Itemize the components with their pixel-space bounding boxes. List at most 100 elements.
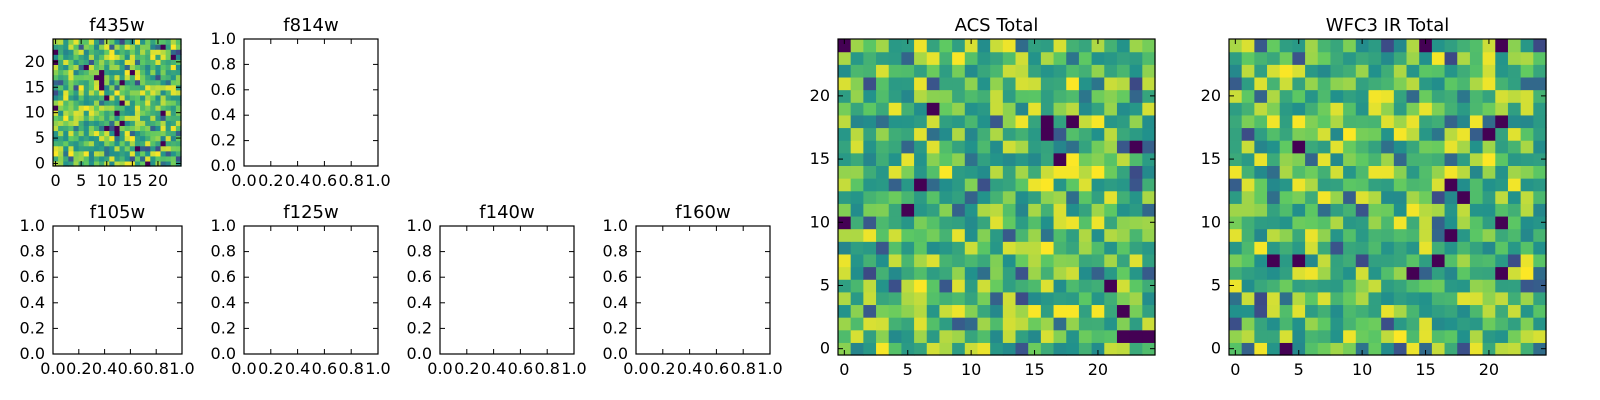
f435w-cell [73, 150, 80, 157]
f435w-cell [119, 89, 126, 96]
f435w-cell [170, 135, 177, 142]
wfc3-ir-total-cell [1343, 329, 1357, 343]
f435w-cell [175, 39, 182, 45]
acs-total-cell [901, 215, 915, 230]
f125w-x-tick-label: 0.6 [312, 359, 337, 378]
wfc3-ir-total-cell [1330, 178, 1344, 192]
f435w-cell [140, 120, 146, 126]
f435w-cell [170, 64, 177, 71]
acs-total-cell [926, 190, 941, 204]
f435w-cell [63, 39, 69, 45]
acs-total-cell [850, 228, 864, 242]
wfc3-ir-total-cell [1229, 127, 1243, 141]
acs-total-cell [850, 102, 864, 116]
acs-total-cell [1116, 89, 1131, 103]
f435w-cell [124, 59, 131, 65]
acs-total-cell [914, 64, 928, 78]
f435w-cell [155, 84, 162, 91]
acs-total-cell [850, 329, 864, 343]
f435w-cell [63, 115, 69, 121]
acs-total-cell [952, 127, 966, 141]
acs-total-cell [876, 329, 890, 343]
f435w-cell [119, 140, 126, 147]
wfc3-ir-total-cell [1406, 39, 1420, 53]
acs-total-cell [1028, 114, 1042, 129]
f435w-cell [134, 69, 141, 76]
f435w-cell [140, 110, 146, 116]
acs-total-cell [1015, 152, 1029, 166]
acs-total-cell [1040, 253, 1055, 268]
wfc3-ir-total-cell [1431, 228, 1446, 242]
wfc3-ir-total-cell [1495, 253, 1509, 268]
f435w-cell [145, 120, 151, 126]
acs-total-cell [1028, 329, 1042, 343]
acs-total-cell [863, 152, 877, 166]
wfc3-ir-total-cell [1431, 190, 1446, 204]
acs-total-cell [964, 165, 979, 179]
wfc3-ir-total-cell [1317, 317, 1332, 331]
wfc3-ir-total-cell [1267, 140, 1281, 154]
acs-total-cell [888, 329, 902, 343]
acs-total-cell [1015, 279, 1029, 293]
wfc3-ir-total-cell [1292, 291, 1306, 306]
wfc3-ir-total-cell [1241, 215, 1255, 230]
acs-total-cell [1053, 140, 1067, 154]
wfc3-ir-total-cell [1533, 228, 1547, 242]
acs-total-cell [1066, 76, 1080, 91]
f435w-cell [78, 69, 85, 76]
acs-total-cell [1053, 253, 1067, 268]
acs-total-cell [1015, 127, 1029, 141]
f435w-cell [58, 110, 64, 116]
acs-total-cell [1091, 152, 1105, 166]
wfc3-ir-total-cell [1254, 89, 1268, 103]
f435w-cell [165, 44, 172, 50]
f435w-cell [160, 105, 167, 111]
f435w-cell [78, 130, 85, 137]
f140w-y-tick-label: 0.8 [407, 242, 432, 261]
acs-total-cell [888, 203, 902, 217]
acs-total-cell [914, 304, 928, 318]
wfc3-ir-total-cell [1406, 140, 1420, 154]
f435w-cell [73, 160, 80, 167]
wfc3-ir-total-cell [1520, 76, 1534, 91]
wfc3-ir-total-cell [1469, 152, 1484, 166]
wfc3-ir-total-cell [1343, 266, 1357, 280]
f435w-cell [88, 79, 95, 86]
acs-total-cell [926, 228, 941, 242]
f435w-y-tick-label: 20 [25, 52, 45, 71]
f435w-cell [114, 105, 121, 111]
wfc3-ir-total-cell [1431, 304, 1446, 318]
f140w-y-tick-label: 0.2 [407, 318, 432, 337]
acs-total-cell [888, 64, 902, 78]
f435w-cell [140, 64, 146, 71]
f435w-cell [83, 125, 90, 132]
wfc3-ir-total-cell [1305, 165, 1319, 179]
f435w-cell [155, 155, 162, 162]
f435w-cell [93, 115, 100, 121]
acs-total-cell [914, 89, 928, 103]
wfc3-ir-total-cell [1431, 64, 1446, 78]
wfc3-ir-total-cell [1343, 165, 1357, 179]
wfc3-ir-total-cell [1254, 203, 1268, 217]
f435w-cell [124, 99, 131, 106]
f160w-x-tick-label: 0.8 [730, 359, 755, 378]
wfc3-ir-total-cell [1533, 39, 1547, 53]
acs-total-cell [1002, 342, 1017, 356]
f435w-cell [99, 130, 105, 137]
acs-total-cell [876, 190, 890, 204]
f435w-cell [73, 49, 80, 55]
f435w-cell [83, 160, 90, 167]
wfc3-ir-total-cell [1457, 127, 1471, 141]
f435w-cell [68, 150, 75, 157]
f435w-cell [99, 89, 105, 96]
f435w-cell [145, 84, 151, 91]
wfc3-ir-total-cell [1431, 266, 1446, 280]
acs-total-cell [838, 127, 852, 141]
wfc3-ir-total-y-tick-label: 0 [1211, 339, 1221, 358]
acs-total-cell [1142, 140, 1156, 154]
wfc3-ir-total-cell [1482, 266, 1496, 280]
f435w-cell [99, 64, 105, 71]
f435w-cell [99, 39, 105, 45]
f435w-cell [119, 54, 126, 60]
